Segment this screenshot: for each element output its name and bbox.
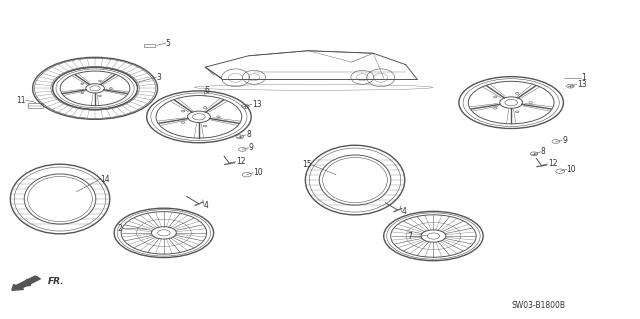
- Text: 12: 12: [548, 160, 557, 168]
- Text: 10: 10: [566, 165, 576, 174]
- Text: 9: 9: [562, 136, 567, 145]
- Text: 1: 1: [581, 73, 586, 82]
- Text: 12: 12: [236, 157, 245, 166]
- Text: 3: 3: [156, 73, 161, 82]
- Bar: [143, 44, 155, 47]
- Text: 2: 2: [118, 224, 122, 233]
- Text: 11: 11: [16, 96, 26, 105]
- Text: 14: 14: [100, 174, 110, 184]
- Text: 13: 13: [577, 80, 586, 89]
- Text: 9: 9: [248, 143, 253, 152]
- Text: FR.: FR.: [48, 277, 65, 286]
- Text: 8: 8: [246, 130, 251, 139]
- Text: 5: 5: [166, 39, 171, 48]
- Text: 4: 4: [401, 207, 406, 216]
- Text: 4: 4: [204, 201, 209, 210]
- FancyArrow shape: [12, 276, 40, 290]
- Text: 15: 15: [302, 160, 312, 169]
- Text: 10: 10: [253, 168, 262, 177]
- Text: 13: 13: [252, 100, 262, 109]
- Text: 7: 7: [407, 233, 412, 241]
- Text: SW03-B1800B: SW03-B1800B: [511, 301, 565, 310]
- Bar: [28, 103, 44, 108]
- Text: 6: 6: [204, 86, 209, 95]
- Text: 8: 8: [540, 147, 545, 156]
